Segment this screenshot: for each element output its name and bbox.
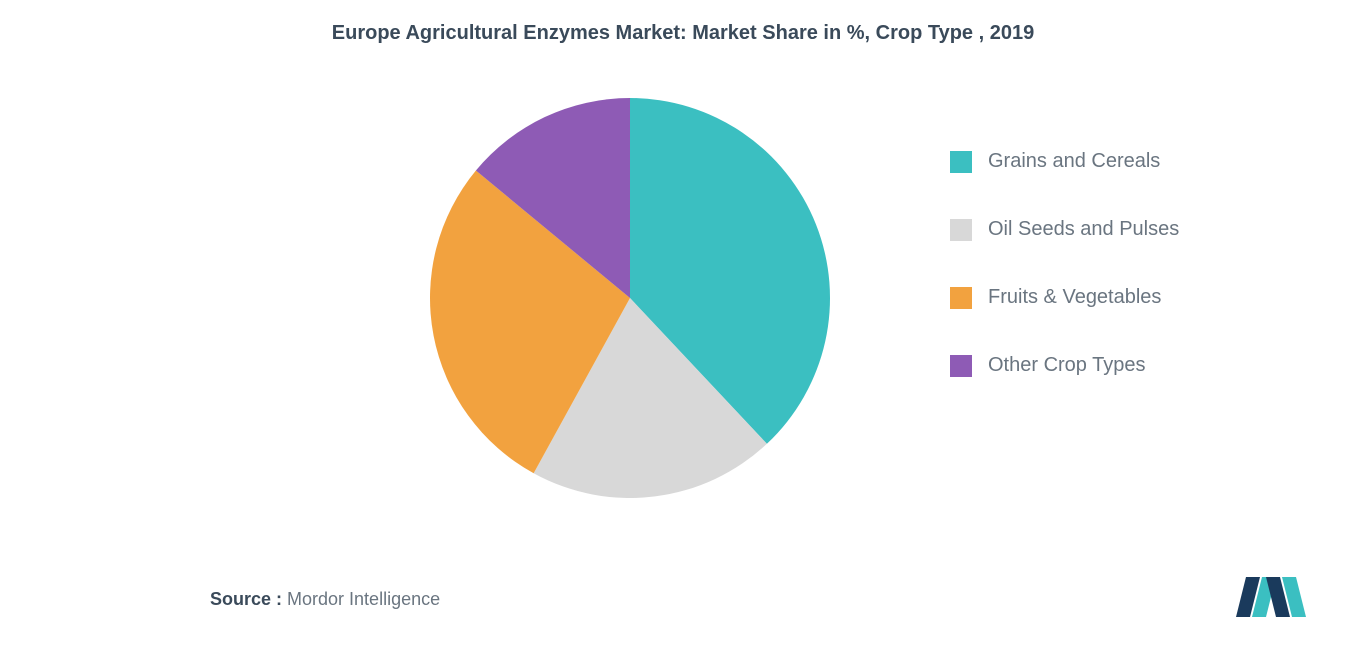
brand-logo [1236, 575, 1306, 620]
chart-title: Europe Agricultural Enzymes Market: Mark… [332, 22, 1034, 45]
legend: Grains and Cereals Oil Seeds and Pulses Fr… [950, 150, 1179, 377]
source-attribution: Source : Mordor Intelligence [210, 589, 440, 610]
legend-label: Other Crop Types [988, 354, 1145, 377]
legend-item: Oil Seeds and Pulses [950, 218, 1179, 241]
source-label: Source : [210, 589, 282, 609]
legend-item: Fruits & Vegetables [950, 286, 1179, 309]
legend-label: Grains and Cereals [988, 150, 1160, 173]
legend-swatch [950, 355, 972, 377]
legend-swatch [950, 151, 972, 173]
pie-chart [420, 88, 840, 508]
source-value: Mordor Intelligence [282, 589, 440, 609]
legend-item: Grains and Cereals [950, 150, 1179, 173]
legend-swatch [950, 219, 972, 241]
legend-swatch [950, 287, 972, 309]
legend-item: Other Crop Types [950, 354, 1179, 377]
legend-label: Fruits & Vegetables [988, 286, 1161, 309]
legend-label: Oil Seeds and Pulses [988, 218, 1179, 241]
